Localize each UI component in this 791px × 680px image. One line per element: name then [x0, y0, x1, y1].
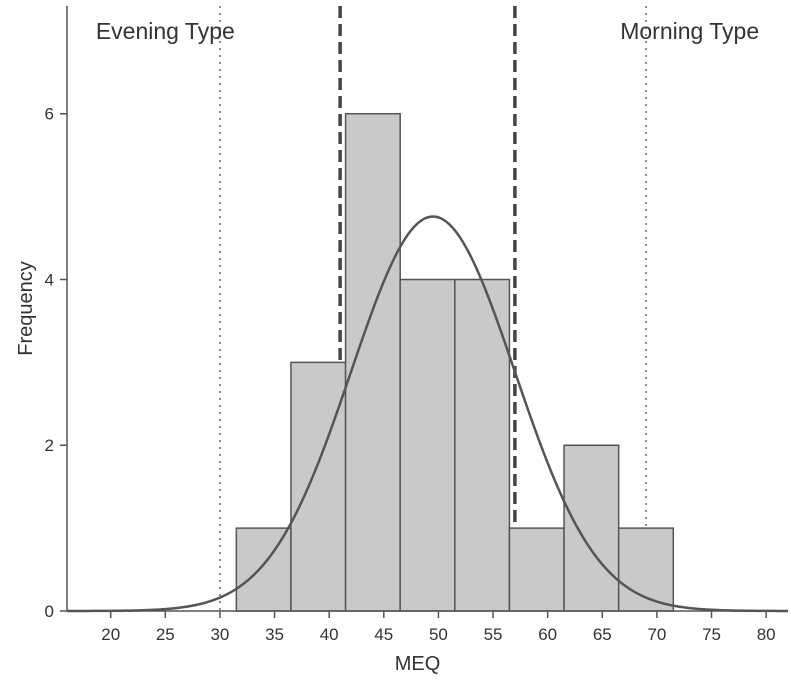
- morning-type-label: Morning Type: [620, 18, 759, 44]
- x-axis-title: MEQ: [395, 653, 441, 675]
- histogram-bar-4: [399, 278, 456, 612]
- x-tick-label-70: 70: [647, 625, 666, 644]
- y-tick-label-6: 6: [45, 105, 54, 124]
- histogram-bar-6: [508, 527, 565, 612]
- x-tick-label-80: 80: [757, 625, 776, 644]
- x-tick-label-35: 35: [265, 625, 284, 644]
- y-axis-title: Frequency: [15, 261, 37, 356]
- x-tick-label-55: 55: [484, 625, 503, 644]
- x-tick-label-50: 50: [429, 625, 448, 644]
- histogram-bar-1: [235, 527, 292, 612]
- y-tick-label-2: 2: [45, 436, 54, 455]
- x-tick-label-25: 25: [156, 625, 175, 644]
- x-tick-label-60: 60: [538, 625, 557, 644]
- histogram-bar-2: [290, 361, 347, 612]
- region-annotations: Evening Type Morning Type: [96, 18, 759, 44]
- x-tick-label-75: 75: [702, 625, 721, 644]
- normal-distribution-curve: [67, 215, 789, 613]
- x-tick-label-65: 65: [593, 625, 612, 644]
- axes: 20 25 30 35 40 45 50 55 60 65 70 75 80 0 2 4 6: [45, 6, 788, 644]
- y-tick-label-4: 4: [45, 270, 54, 289]
- y-tick-label-0: 0: [45, 602, 54, 621]
- histogram-bar-7: [563, 444, 620, 612]
- x-tick-label-20: 20: [101, 625, 120, 644]
- x-tick-label-40: 40: [320, 625, 339, 644]
- histogram-bars: [235, 112, 675, 612]
- x-tick-label-30: 30: [210, 625, 229, 644]
- evening-type-label: Evening Type: [96, 18, 235, 44]
- normal-curve-layer: [67, 215, 789, 613]
- x-tick-label-45: 45: [374, 625, 393, 644]
